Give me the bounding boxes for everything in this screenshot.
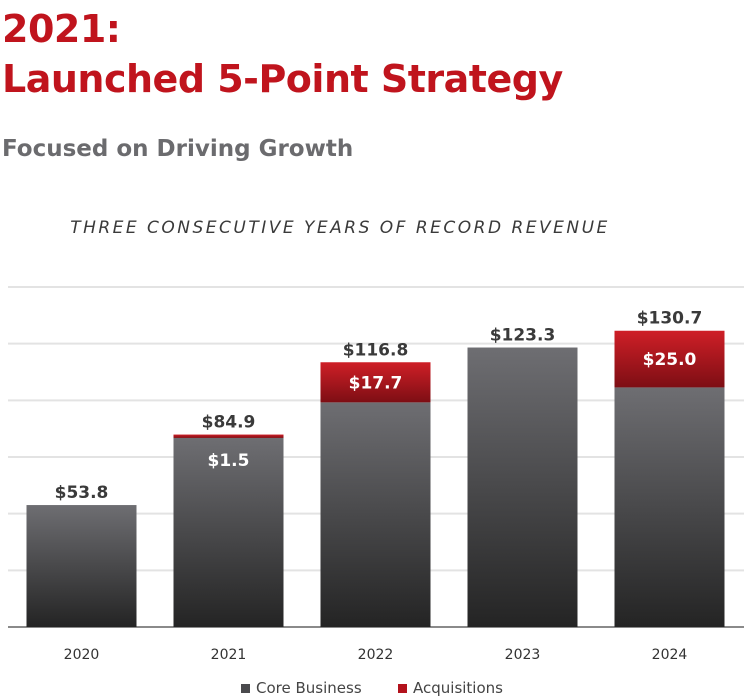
total-label-2023: $123.3 bbox=[490, 326, 556, 346]
legend-swatch-core bbox=[241, 683, 250, 693]
x-tick-label-2021: 2021 bbox=[211, 647, 247, 663]
title-line-1: 2021: bbox=[2, 7, 121, 51]
chart-legend: Core Business Acquisitions bbox=[0, 679, 744, 699]
legend-item-core-business: Core Business bbox=[241, 679, 362, 697]
total-label-2024: $130.7 bbox=[637, 309, 703, 329]
total-label-2020: $53.8 bbox=[55, 483, 109, 503]
legend-label-core: Core Business bbox=[256, 679, 362, 697]
bar-core-2023 bbox=[467, 347, 578, 627]
total-label-2021: $84.9 bbox=[202, 413, 256, 433]
legend-label-acquisitions: Acquisitions bbox=[413, 679, 503, 697]
legend-swatch-acquisitions bbox=[398, 683, 407, 693]
x-tick-label-2020: 2020 bbox=[64, 647, 100, 663]
bar-core-2021 bbox=[173, 437, 284, 627]
bar-core-2022 bbox=[320, 402, 431, 627]
page-subtitle: Focused on Driving Growth bbox=[2, 136, 354, 162]
segment-label-2022: $17.7 bbox=[349, 373, 403, 393]
page-title: 2021: Launched 5-Point Strategy bbox=[2, 4, 563, 104]
total-label-2022: $116.8 bbox=[343, 340, 409, 360]
title-line-2: Launched 5-Point Strategy bbox=[2, 57, 563, 101]
x-tick-label-2023: 2023 bbox=[505, 647, 541, 663]
x-tick-label-2022: 2022 bbox=[358, 647, 394, 663]
legend-item-acquisitions: Acquisitions bbox=[398, 679, 503, 697]
segment-label-2021: $1.5 bbox=[208, 451, 250, 471]
bar-acquisitions-2021 bbox=[173, 434, 284, 438]
x-tick-label-2024: 2024 bbox=[652, 647, 688, 663]
segment-label-2024: $25.0 bbox=[643, 350, 697, 370]
bar-acquisitions-2022 bbox=[320, 362, 431, 403]
bar-acquisitions-2024 bbox=[614, 330, 725, 388]
chart-title: THREE CONSECUTIVE YEARS OF RECORD REVENU… bbox=[70, 218, 610, 238]
bar-core-2020 bbox=[26, 505, 137, 627]
bar-core-2024 bbox=[614, 387, 725, 627]
